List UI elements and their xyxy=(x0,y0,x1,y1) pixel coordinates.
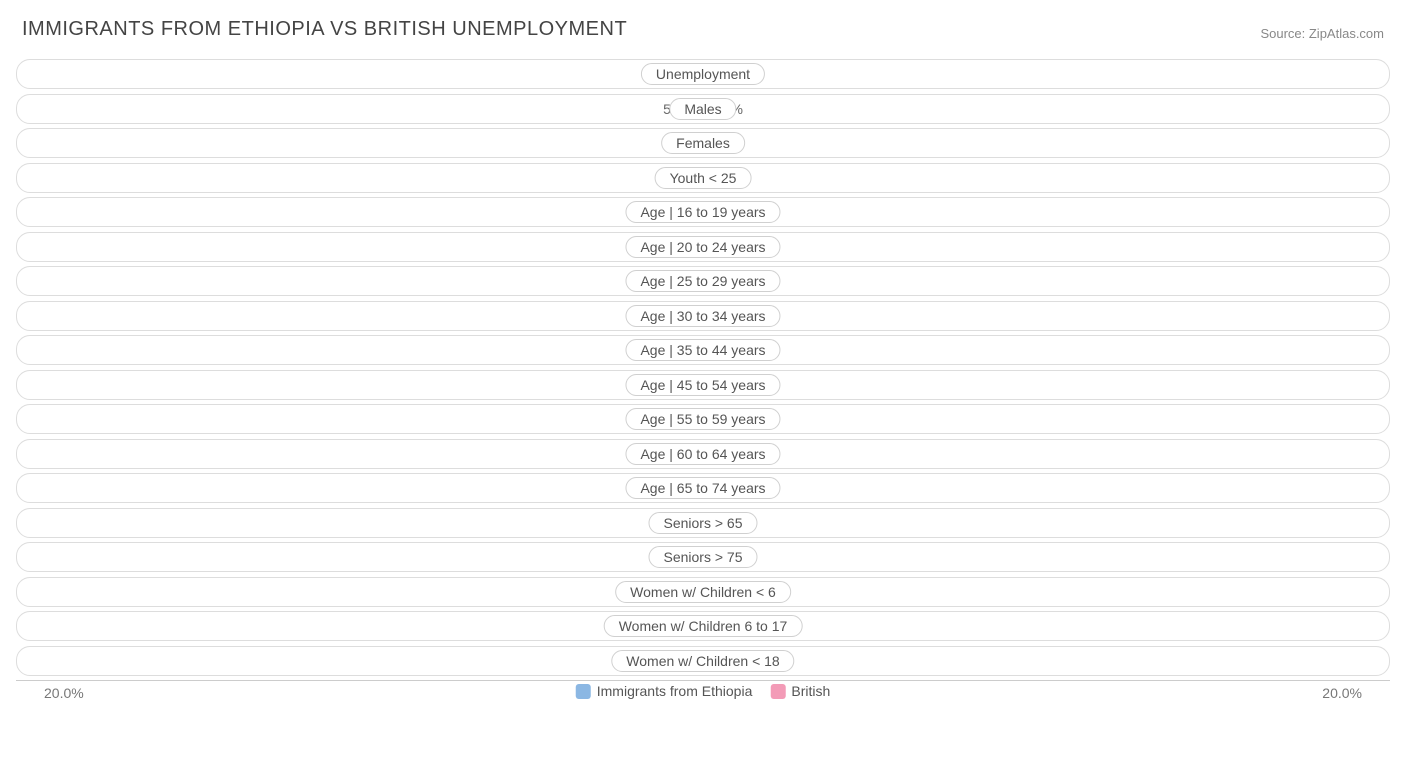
source-prefix: Source: xyxy=(1260,26,1308,41)
diverging-bar-chart: 5.1%4.7%Unemployment 5.1%4.8%Males 5.1%4.7… xyxy=(0,53,1406,676)
legend-label-left: Immigrants from Ethiopia xyxy=(597,683,753,699)
chart-footer: 20.0% Immigrants from Ethiopia British 2… xyxy=(16,680,1390,730)
category-pill: Age | 60 to 64 years xyxy=(625,443,780,465)
category-pill: Youth < 25 xyxy=(655,167,752,189)
chart-row: 8.8%9.6%Seniors > 75 xyxy=(16,542,1390,572)
category-pill: Males xyxy=(669,98,736,120)
category-pill: Age | 20 to 24 years xyxy=(625,236,780,258)
legend-item-left: Immigrants from Ethiopia xyxy=(576,683,753,699)
chart-row: 17.8% 16.5% Age | 16 to 19 years xyxy=(16,197,1390,227)
chart-row: 4.5%4.5%Age | 55 to 59 years xyxy=(16,404,1390,434)
category-pill: Age | 65 to 74 years xyxy=(625,477,780,499)
category-pill: Age | 35 to 44 years xyxy=(625,339,780,361)
category-pill: Women w/ Children < 18 xyxy=(611,650,794,672)
chart-row: 6.9%7.6%Women w/ Children < 6 xyxy=(16,577,1390,607)
legend-swatch-right xyxy=(770,684,785,699)
category-pill: Seniors > 65 xyxy=(649,512,758,534)
category-pill: Females xyxy=(661,132,745,154)
legend-label-right: British xyxy=(791,683,830,699)
category-pill: Unemployment xyxy=(641,63,765,85)
chart-row: 11.3%10.9%Youth < 25 xyxy=(16,163,1390,193)
value-left: 17.8% xyxy=(21,198,81,226)
chart-row: 6.0%6.4%Age | 25 to 29 years xyxy=(16,266,1390,296)
legend: Immigrants from Ethiopia British xyxy=(576,683,831,699)
category-pill: Women w/ Children 6 to 17 xyxy=(604,615,803,637)
value-right: 16.5% xyxy=(1325,198,1385,226)
category-pill: Age | 55 to 59 years xyxy=(625,408,780,430)
chart-row: 8.8%8.9%Women w/ Children 6 to 17 xyxy=(16,611,1390,641)
axis-max-left: 20.0% xyxy=(44,685,84,701)
category-pill: Women w/ Children < 6 xyxy=(615,581,791,603)
legend-item-right: British xyxy=(770,683,830,699)
chart-row: 5.0%4.9%Seniors > 65 xyxy=(16,508,1390,538)
axis-max-right: 20.0% xyxy=(1322,685,1362,701)
chart-row: 5.1%4.7%Females xyxy=(16,128,1390,158)
chart-header: IMMIGRANTS FROM ETHIOPIA VS BRITISH UNEM… xyxy=(0,0,1406,53)
chart-row: 9.6%9.8%Age | 20 to 24 years xyxy=(16,232,1390,262)
chart-row: 5.1%4.7%Unemployment xyxy=(16,59,1390,89)
chart-row: 5.0%5.3%Age | 30 to 34 years xyxy=(16,301,1390,331)
chart-row: 4.5%4.4%Age | 35 to 44 years xyxy=(16,335,1390,365)
category-pill: Age | 25 to 29 years xyxy=(625,270,780,292)
chart-row: 4.4%4.1%Age | 45 to 54 years xyxy=(16,370,1390,400)
category-pill: Age | 45 to 54 years xyxy=(625,374,780,396)
legend-swatch-left xyxy=(576,684,591,699)
chart-row: 5.1%5.2%Age | 65 to 74 years xyxy=(16,473,1390,503)
category-pill: Age | 30 to 34 years xyxy=(625,305,780,327)
category-pill: Seniors > 75 xyxy=(649,546,758,568)
chart-title: IMMIGRANTS FROM ETHIOPIA VS BRITISH UNEM… xyxy=(22,18,627,41)
chart-row: 5.3%5.0%Women w/ Children < 18 xyxy=(16,646,1390,676)
chart-row: 5.1%4.8%Males xyxy=(16,94,1390,124)
chart-row: 4.8%4.6%Age | 60 to 64 years xyxy=(16,439,1390,469)
chart-source: Source: ZipAtlas.com xyxy=(1260,26,1384,41)
source-name: ZipAtlas.com xyxy=(1309,26,1384,41)
category-pill: Age | 16 to 19 years xyxy=(625,201,780,223)
